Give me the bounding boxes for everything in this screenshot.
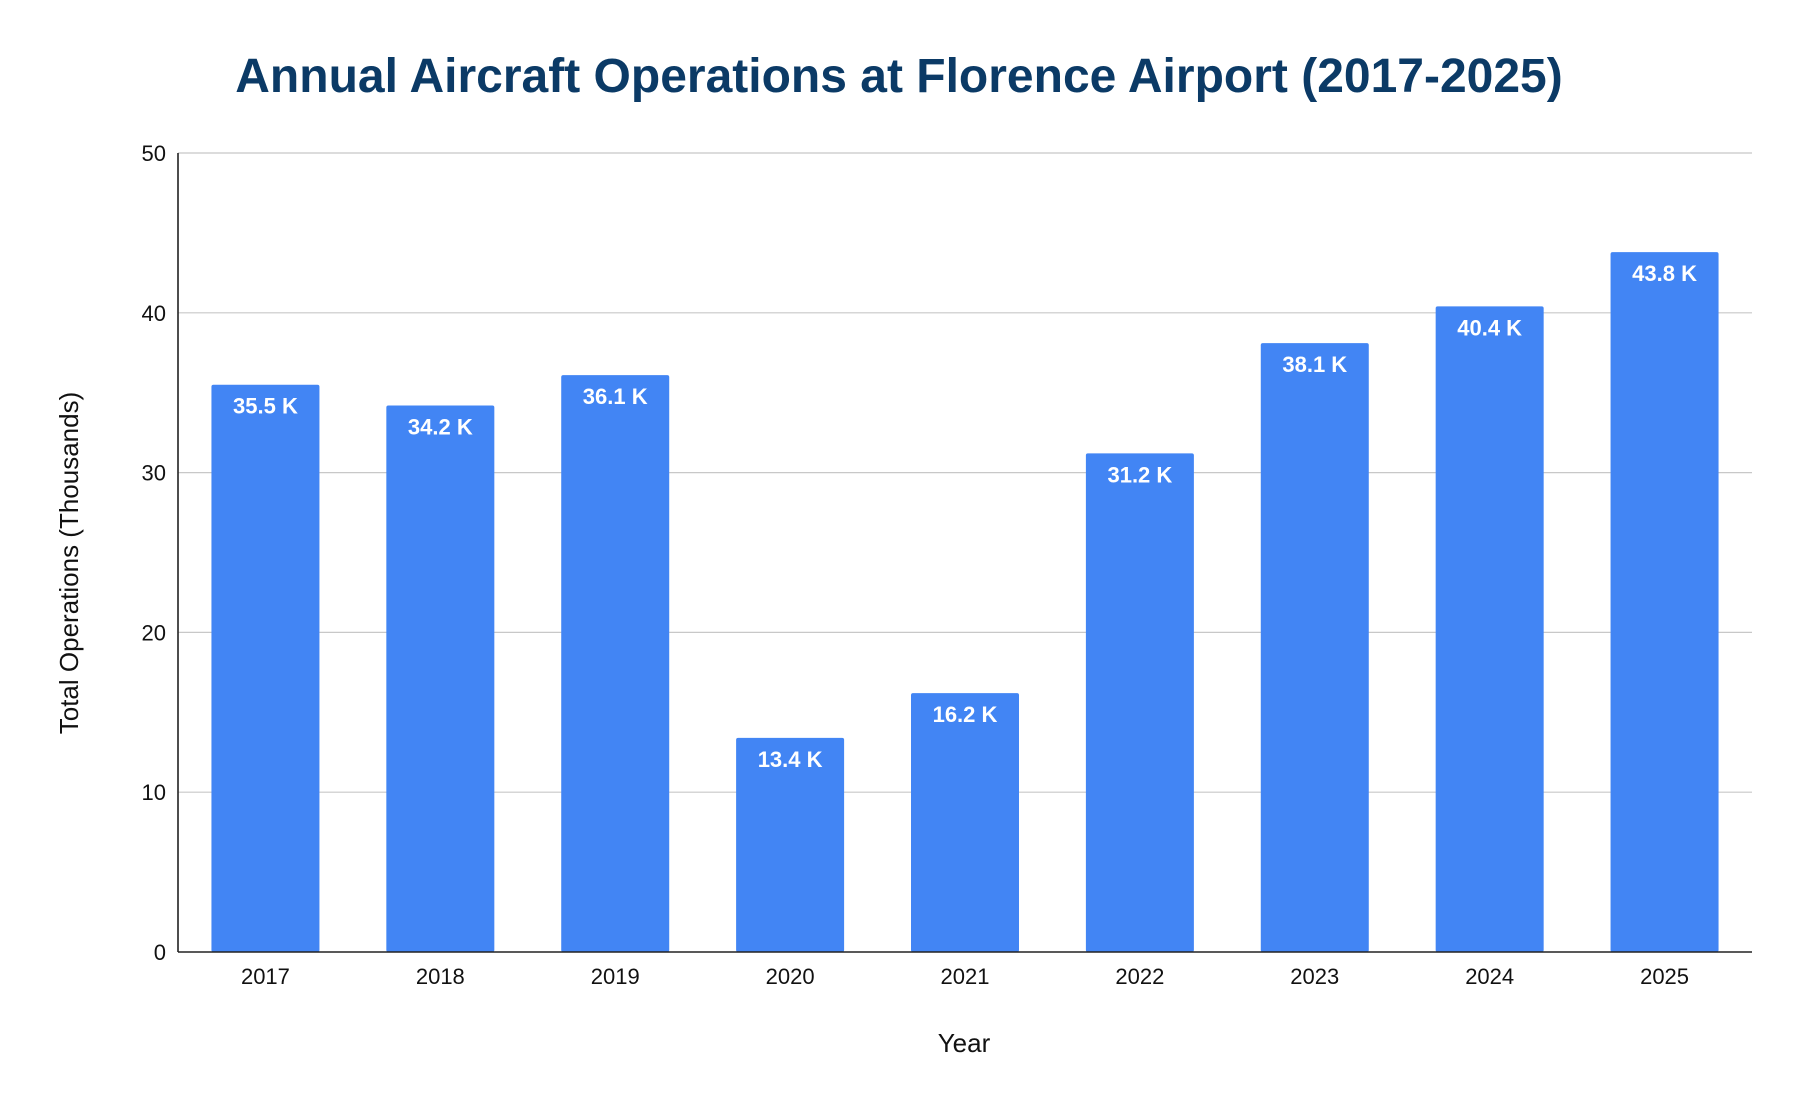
y-tick-label: 0 (154, 940, 166, 965)
data-label-2025: 43.8 K (1632, 261, 1697, 286)
bar-2021 (911, 693, 1019, 952)
y-axis-title: Total Operations (Thousands) (54, 392, 84, 735)
x-tick-label-2025: 2025 (1640, 964, 1689, 989)
x-tick-label-2023: 2023 (1290, 964, 1339, 989)
bar-2024 (1435, 306, 1544, 953)
x-tick-label-2021: 2021 (941, 964, 990, 989)
x-axis-ticks: 2017 2018 2019 2020 2021 2022 2023 2024 2025 (241, 964, 1689, 989)
bar-2018 (386, 405, 495, 952)
data-label-2019: 36.1 K (583, 384, 648, 409)
x-axis-title: Year (938, 1028, 991, 1058)
bars: 35.5 K 34.2 K 36.1 K 13.4 K 16.2 K 31.2 K 38.1… (211, 252, 1719, 953)
x-tick-label-2018: 2018 (416, 964, 465, 989)
x-tick-label-2024: 2024 (1465, 964, 1514, 989)
y-tick-label: 40 (142, 301, 166, 326)
data-label-2022: 31.2 K (1107, 462, 1172, 487)
x-tick-label-2020: 2020 (766, 964, 815, 989)
x-tick-label-2022: 2022 (1115, 964, 1164, 989)
data-label-2024: 40.4 K (1457, 315, 1522, 340)
bar-2020 (736, 737, 845, 952)
bar-2025 (1610, 252, 1719, 953)
y-axis-ticks: 0 10 20 30 40 50 (142, 141, 166, 965)
x-tick-label-2017: 2017 (241, 964, 290, 989)
data-label-2023: 38.1 K (1282, 352, 1347, 377)
data-label-2020: 13.4 K (758, 747, 823, 772)
bar-2023 (1260, 343, 1369, 952)
bar-2022 (1085, 453, 1194, 952)
bar-2019 (561, 375, 670, 952)
chart-title: Annual Aircraft Operations at Florence A… (235, 50, 1562, 103)
y-tick-label: 20 (142, 620, 166, 645)
data-label-2018: 34.2 K (408, 414, 473, 439)
y-tick-label: 50 (142, 141, 166, 166)
y-tick-label: 30 (142, 461, 166, 486)
x-tick-label-2019: 2019 (591, 964, 640, 989)
data-label-2021: 16.2 K (933, 702, 998, 727)
y-tick-label: 10 (142, 780, 166, 805)
data-label-2017: 35.5 K (233, 394, 298, 419)
bar-2017 (211, 384, 320, 953)
